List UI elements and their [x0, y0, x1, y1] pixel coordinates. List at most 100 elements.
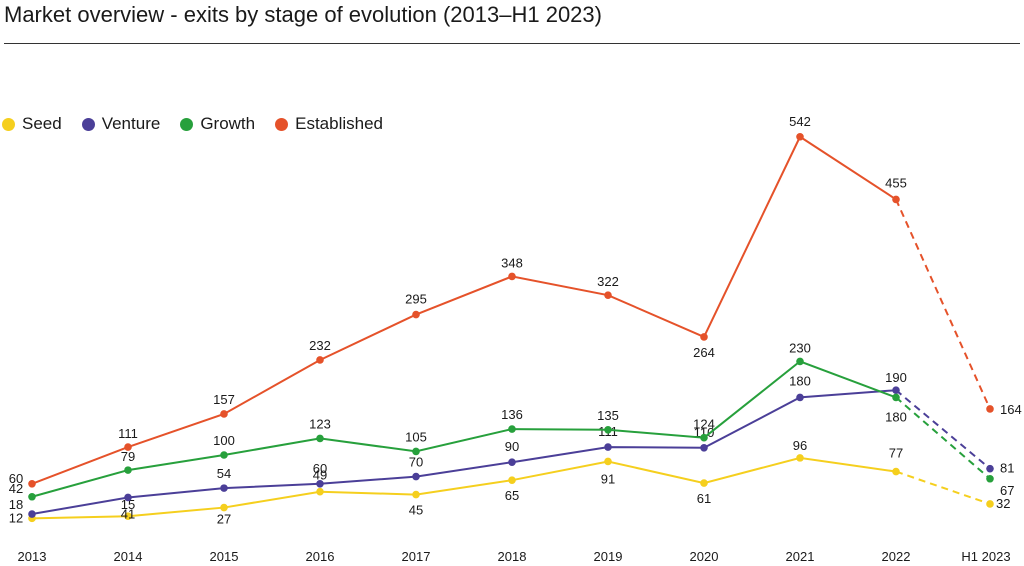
x-tick-2013: 2013 [18, 549, 47, 564]
data-label-established-2017: 295 [405, 292, 427, 307]
legend-item-established: Established [275, 114, 383, 134]
data-label-growth-2019: 135 [597, 408, 619, 423]
legend-label-established: Established [295, 114, 383, 133]
data-label-established-2022: 455 [885, 175, 907, 190]
data-point-growth-2021 [796, 357, 804, 366]
data-point-established-2018 [508, 272, 516, 281]
data-point-established-2015 [220, 410, 228, 418]
x-tick-2014: 2014 [114, 549, 143, 564]
data-label-seed-2016: 49 [313, 468, 327, 483]
data-label-venture-2021: 180 [789, 373, 811, 388]
data-point-established-2013 [28, 480, 36, 488]
legend: Seed Venture Growth Established [2, 114, 383, 134]
data-label-established-2013: 60 [9, 471, 23, 486]
data-label-venture-2020: 110 [694, 425, 715, 440]
data-label-seed-2014: 15 [121, 497, 135, 512]
data-label-venture-h1-2023: 81 [1000, 461, 1014, 476]
data-point-established-2020 [700, 333, 708, 341]
data-point-venture-2019 [604, 443, 612, 451]
data-label-seed-2020: 61 [697, 491, 711, 506]
legend-swatch-venture [81, 117, 95, 131]
data-label-growth-2014: 79 [121, 449, 135, 464]
data-label-growth-2018: 136 [501, 407, 523, 422]
data-point-growth-2018 [508, 425, 516, 433]
data-point-seed-2019 [604, 457, 612, 466]
legend-swatch-growth [180, 117, 194, 131]
data-point-established-2022 [892, 195, 900, 204]
data-point-venture-2015 [220, 484, 228, 492]
legend-item-seed: Seed [2, 114, 62, 134]
data-label-venture-2015: 54 [217, 466, 231, 481]
series-growth: 42 79 100 123 105 136 135 124 230 180 67 [9, 340, 1014, 501]
data-point-growth-2020 [700, 433, 708, 442]
data-label-growth-2015: 100 [213, 433, 235, 448]
data-label-established-h1-2023: 164 [1000, 402, 1022, 417]
data-label-venture-2016: 60 [313, 461, 327, 476]
data-point-venture-2013 [28, 510, 36, 518]
x-tick-2016: 2016 [306, 549, 335, 564]
data-label-seed-2017: 45 [409, 503, 423, 518]
data-point-growth-2017 [412, 447, 420, 456]
data-label-growth-2022: 180 [885, 409, 907, 424]
data-label-venture-2014: 41 [121, 506, 135, 521]
x-tick-2019: 2019 [594, 549, 623, 564]
data-label-growth-2016: 123 [309, 416, 331, 431]
data-label-seed-2013: 12 [9, 510, 23, 525]
data-label-established-2014: 111 [118, 426, 138, 441]
x-tick-2015: 2015 [210, 549, 239, 564]
data-point-established-2014 [124, 443, 132, 451]
legend-item-venture: Venture [81, 114, 161, 134]
data-point-venture-2018 [508, 458, 516, 467]
data-point-venture-2022 [892, 386, 900, 395]
legend-swatch-established [275, 117, 289, 131]
x-tick-2017: 2017 [402, 549, 431, 564]
data-point-venture-2016 [316, 480, 324, 488]
series-line-venture [31, 389, 897, 516]
series-line-projected-venture [895, 389, 991, 470]
data-label-venture-2017: 70 [409, 455, 423, 470]
series-line-growth [31, 360, 897, 498]
chart-title: Market overview - exits by stage of evol… [4, 2, 602, 27]
series-line-seed [31, 456, 897, 520]
data-label-seed-2019: 91 [601, 471, 615, 486]
data-label-established-2019: 322 [597, 274, 619, 289]
series-line-established [31, 135, 897, 485]
data-label-established-2020: 264 [693, 345, 715, 360]
data-point-established-2016 [316, 356, 324, 364]
data-point-growth-2014 [124, 466, 132, 474]
title-divider [4, 43, 1020, 44]
data-label-growth-h1-2023: 67 [1000, 483, 1014, 498]
data-point-established-2019 [604, 291, 612, 299]
data-label-established-2015: 157 [213, 392, 235, 407]
legend-label-growth: Growth [200, 114, 256, 133]
data-label-established-2016: 232 [309, 338, 331, 353]
data-label-seed-2022: 77 [889, 446, 903, 461]
data-label-venture-2013: 18 [9, 497, 23, 512]
data-label-seed-2021: 96 [793, 438, 807, 453]
data-label-venture-2018: 90 [505, 439, 519, 454]
data-label-seed-h1-2023: 32 [996, 496, 1010, 511]
x-tick-2020: 2020 [690, 549, 719, 564]
legend-label-seed: Seed [22, 114, 62, 133]
data-label-seed-2015: 27 [217, 512, 231, 527]
data-point-venture-2017 [412, 472, 420, 481]
data-point-seed-h1-2023 [986, 500, 994, 508]
data-point-growth-2013 [28, 492, 36, 501]
data-point-venture-2020 [700, 444, 708, 452]
legend-label-venture: Venture [101, 114, 161, 133]
x-tick-2021: 2021 [786, 549, 815, 564]
x-tick-2022: 2022 [882, 549, 911, 564]
x-tick-h1-2023: H1 2023 [961, 549, 1010, 564]
data-point-seed-2021 [796, 454, 804, 462]
data-point-seed-2017 [412, 490, 420, 499]
data-label-growth-2017: 105 [405, 429, 427, 444]
legend-swatch-seed [2, 117, 15, 131]
data-point-venture-h1-2023 [986, 464, 994, 473]
data-label-seed-2018: 65 [505, 488, 519, 503]
data-point-seed-2016 [316, 487, 324, 496]
series-seed: 12 15 27 49 45 65 91 61 96 77 32 [9, 438, 1011, 527]
data-point-seed-2020 [700, 479, 708, 487]
data-point-seed-2018 [508, 476, 516, 485]
series-line-projected-growth [895, 396, 991, 480]
